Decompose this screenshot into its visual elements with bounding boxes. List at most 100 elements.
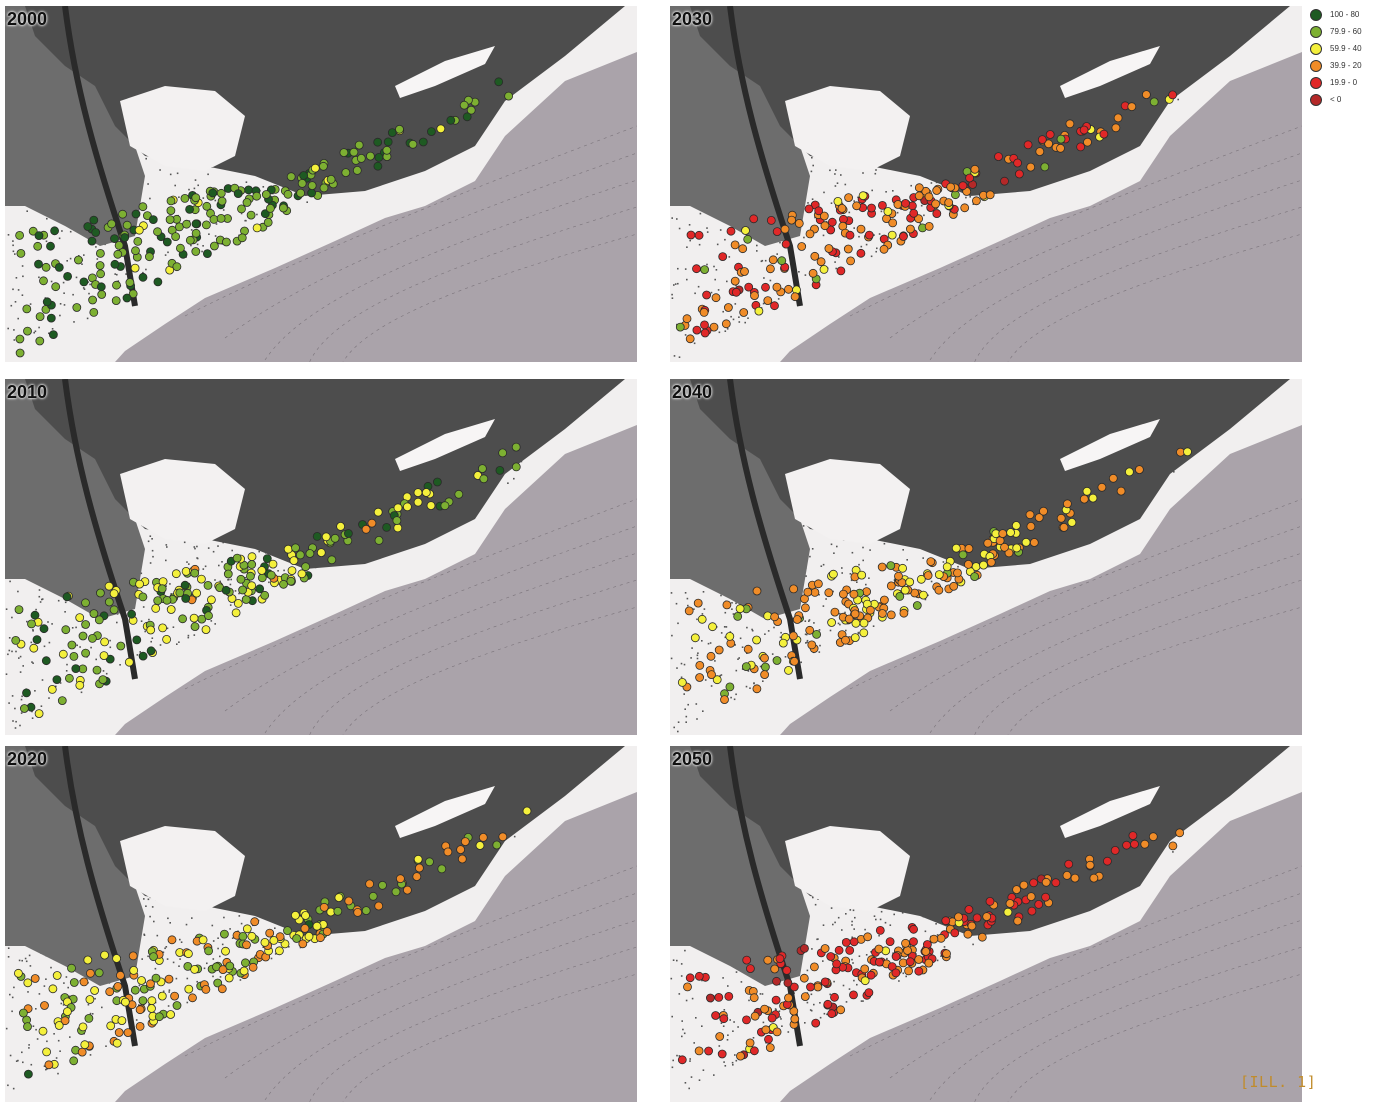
data-point (40, 1001, 49, 1010)
building-speck (34, 690, 36, 692)
data-point (77, 1047, 87, 1057)
data-point (89, 215, 99, 225)
building-speck (7, 653, 9, 656)
data-point (260, 209, 270, 219)
building-speck (779, 636, 782, 639)
data-point (286, 172, 296, 182)
building-speck (874, 172, 877, 175)
building-speck (212, 550, 215, 553)
building-speck (43, 645, 46, 648)
data-point (733, 611, 743, 621)
data-point (761, 662, 770, 672)
map-panel-2020: 2020 (5, 746, 637, 1102)
building-speck (151, 549, 154, 552)
data-point (95, 261, 105, 270)
data-point (296, 188, 306, 198)
data-point (761, 282, 770, 292)
plateau-area (785, 459, 910, 544)
building-speck (240, 212, 243, 215)
data-point (361, 906, 371, 916)
data-point (247, 581, 257, 591)
data-point (965, 173, 975, 183)
building-speck (716, 243, 719, 246)
depth-contour (974, 579, 1302, 735)
building-speck (720, 674, 723, 676)
building-speck (722, 310, 724, 313)
data-point (158, 623, 168, 633)
data-point (166, 605, 176, 614)
data-point (677, 677, 687, 687)
building-speck (45, 240, 48, 243)
data-point (1097, 482, 1107, 492)
data-point (752, 635, 761, 645)
data-point (457, 854, 467, 864)
building-speck (727, 1034, 729, 1036)
data-point (413, 488, 423, 497)
data-point (266, 570, 276, 580)
building-speck (191, 917, 193, 919)
data-point (934, 585, 944, 595)
data-point (440, 501, 450, 511)
data-point (60, 1016, 70, 1026)
data-point (408, 139, 418, 149)
data-point (382, 145, 392, 155)
building-speck (803, 236, 805, 239)
data-point (174, 222, 184, 232)
data-point (157, 584, 167, 594)
building-speck (878, 233, 881, 235)
building-speck (214, 623, 216, 625)
building-speck (678, 227, 681, 230)
building-speck (140, 620, 143, 622)
data-point (714, 645, 724, 655)
data-point (743, 234, 753, 244)
building-speck (898, 980, 900, 982)
building-speck (142, 606, 145, 608)
building-speck (166, 546, 168, 548)
data-point (693, 598, 703, 608)
data-point (112, 280, 121, 290)
data-point (766, 264, 775, 274)
building-speck (172, 626, 175, 628)
data-point (837, 203, 847, 213)
map-panel-2030: 2030 (670, 6, 1302, 362)
data-point (279, 579, 288, 589)
building-speck (719, 674, 721, 677)
data-point (112, 954, 121, 963)
data-point (393, 503, 403, 513)
data-point (739, 308, 749, 317)
data-point (778, 638, 788, 648)
building-speck (684, 592, 687, 594)
data-point (768, 255, 778, 265)
building-speck (245, 219, 247, 222)
building-speck (802, 525, 805, 527)
data-point (262, 554, 272, 564)
building-speck (89, 283, 91, 286)
building-speck (217, 937, 219, 939)
west-hills (670, 6, 810, 246)
ridge-strip (1060, 419, 1160, 471)
data-point (1059, 522, 1069, 532)
data-point (236, 574, 246, 584)
building-speck (43, 1065, 46, 1067)
data-point (1065, 119, 1075, 129)
data-point (83, 222, 93, 231)
data-point (146, 646, 156, 656)
data-point (63, 1007, 72, 1017)
building-speck (706, 231, 709, 233)
building-speck (149, 535, 152, 537)
west-hills (5, 746, 145, 986)
building-speck (684, 949, 686, 952)
building-speck (183, 541, 186, 544)
building-speck (28, 1044, 30, 1046)
building-speck (45, 1068, 47, 1071)
building-speck (151, 538, 153, 540)
building-speck (167, 251, 169, 254)
data-point (700, 328, 710, 338)
data-point (260, 590, 270, 600)
data-point (128, 289, 138, 299)
data-points (677, 447, 1192, 705)
data-point (339, 148, 349, 158)
building-speck (81, 263, 83, 265)
building-speck (256, 213, 258, 216)
building-speck (678, 356, 681, 358)
